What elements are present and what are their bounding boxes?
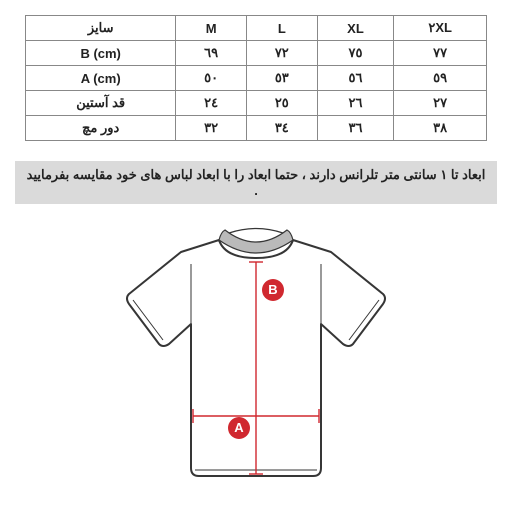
size-table: سایز M L XL ۲XL B (cm)٦٩٧٢٧٥٧٧A (cm)٥٠٥٣… xyxy=(25,15,487,141)
row-label: B (cm) xyxy=(26,41,176,66)
svg-text:B: B xyxy=(268,282,277,297)
size-col: XL xyxy=(317,16,394,41)
size-col: L xyxy=(246,16,317,41)
svg-text:A: A xyxy=(234,420,244,435)
size-col: M xyxy=(176,16,247,41)
table-cell: ٦٩ xyxy=(176,41,247,66)
table-cell: ٧٥ xyxy=(317,41,394,66)
table-header-row: سایز M L XL ۲XL xyxy=(26,16,487,41)
table-row: قد آستین٢٤٢٥٢٦٢٧ xyxy=(26,91,487,116)
table-cell: ٥٦ xyxy=(317,66,394,91)
row-label: قد آستین xyxy=(26,91,176,116)
table-cell: ٣٢ xyxy=(176,116,247,141)
row-label: دور مچ xyxy=(26,116,176,141)
tshirt-diagram: BA xyxy=(25,216,487,496)
table-row: A (cm)٥٠٥٣٥٦٥٩ xyxy=(26,66,487,91)
table-cell: ٢٥ xyxy=(246,91,317,116)
table-cell: ٣٨ xyxy=(394,116,487,141)
table-cell: ٢٦ xyxy=(317,91,394,116)
table-cell: ٧٢ xyxy=(246,41,317,66)
table-cell: ٧٧ xyxy=(394,41,487,66)
row-label: A (cm) xyxy=(26,66,176,91)
header-label: سایز xyxy=(26,16,176,41)
table-cell: ٣٤ xyxy=(246,116,317,141)
table-cell: ٢٧ xyxy=(394,91,487,116)
tolerance-note: ابعاد تا ۱ سانتی متر تلرانس دارند ، حتما… xyxy=(15,161,497,204)
table-cell: ٢٤ xyxy=(176,91,247,116)
size-col: ۲XL xyxy=(394,16,487,41)
table-row: دور مچ٣٢٣٤٣٦٣٨ xyxy=(26,116,487,141)
table-cell: ٥٣ xyxy=(246,66,317,91)
table-cell: ٣٦ xyxy=(317,116,394,141)
table-cell: ٥٠ xyxy=(176,66,247,91)
table-row: B (cm)٦٩٧٢٧٥٧٧ xyxy=(26,41,487,66)
table-cell: ٥٩ xyxy=(394,66,487,91)
